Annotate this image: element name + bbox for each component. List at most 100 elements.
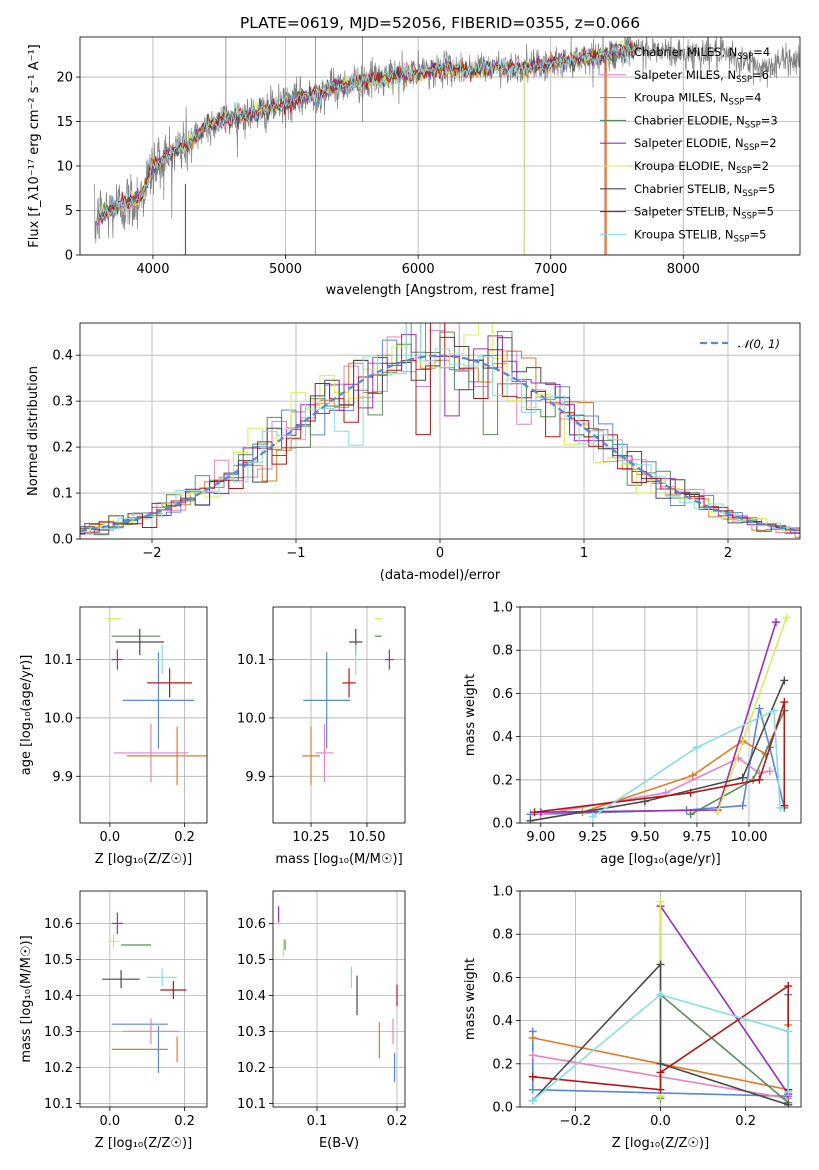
legend-subscript: SSP xyxy=(737,52,753,62)
y-tick-label: 1.0 xyxy=(492,601,513,616)
residual-histogram-panel: −2 −1 0 1 2 0.0 0.1 0.2 0.3 0.4 (data-model)/error… xyxy=(26,322,801,583)
legend-n: 4 xyxy=(754,91,761,105)
y-tick-label: 9.9 xyxy=(52,770,73,785)
y-tick-label: 1.0 xyxy=(492,885,513,900)
series-marker xyxy=(738,773,747,782)
legend-subscript: SSP xyxy=(736,166,752,176)
legend-label: Salpeter STELIB, NSSP=5 xyxy=(634,205,774,222)
residual-histogram xyxy=(80,323,800,533)
series-marker xyxy=(755,704,764,713)
x-axis-label: mass [log₁₀(M/M☉)] xyxy=(275,852,402,867)
legend-subscript: SSP xyxy=(736,75,752,85)
x-tick-label: 0.0 xyxy=(650,1114,671,1129)
y-tick-label: 10.0 xyxy=(237,711,266,726)
x-tick-label: 8000 xyxy=(667,262,700,277)
series-marker xyxy=(656,960,665,969)
residual-histogram xyxy=(80,323,800,534)
y-tick-label: 10.4 xyxy=(44,989,73,1004)
legend-n: 6 xyxy=(762,68,769,82)
x-tick-label: 9.75 xyxy=(682,830,711,845)
legend-n: 5 xyxy=(767,205,774,219)
legend-label: Salpeter MILES, NSSP=6 xyxy=(634,68,769,85)
legend-text: Chabrier MILES, N xyxy=(634,45,737,59)
legend-eq: = xyxy=(744,91,754,105)
legend-n: 4 xyxy=(763,45,770,59)
mass-vs-metallicity-panel: 0.0 0.2 10.1 10.2 10.3 10.4 10.5 10.6 Z [log₁₀(Z… xyxy=(19,890,208,1151)
y-tick-label: 9.9 xyxy=(245,770,266,785)
y-tick-label: 15 xyxy=(56,115,73,130)
age-vs-metallicity-panel: 0.0 0.2 9.9 10.0 10.1 Z [log₁₀(Z/Z☉)] age [log… xyxy=(19,606,208,867)
legend-eq: = xyxy=(752,159,762,173)
x-axis-label: (data-model)/error xyxy=(380,568,501,583)
series-marker xyxy=(755,775,764,784)
legend-eq: = xyxy=(749,227,759,241)
series-marker xyxy=(780,698,789,707)
x-tick-label: 0.2 xyxy=(387,1114,408,1129)
y-tick-label: 10.3 xyxy=(44,1025,73,1040)
legend-subscript: SSP xyxy=(742,189,758,199)
x-tick-label: 9.00 xyxy=(526,830,555,845)
legend-text: Chabrier STELIB, N xyxy=(634,182,742,196)
legend-n: 5 xyxy=(768,182,775,196)
x-tick-label: 0.0 xyxy=(100,1114,121,1129)
model-spectrum xyxy=(96,43,637,224)
x-tick-label: 1 xyxy=(580,546,588,561)
x-tick-label: 0.0 xyxy=(100,830,121,845)
series-marker xyxy=(782,613,791,622)
legend-label: Chabrier ELODIE, NSSP=3 xyxy=(634,113,778,130)
y-tick-label: 0.1 xyxy=(52,487,73,502)
legend-subscript: SSP xyxy=(744,143,760,153)
mass-vs-extinction-panel: 0.1 0.2 10.1 10.2 10.3 10.4 10.5 10.6 E(B-V) xyxy=(237,890,408,1151)
legend-eq: = xyxy=(757,205,767,219)
series-marker xyxy=(769,706,778,715)
y-tick-label: 0.8 xyxy=(492,644,513,659)
legend-eq: = xyxy=(753,45,763,59)
y-tick-label: 10.3 xyxy=(237,1025,266,1040)
series-marker xyxy=(772,618,781,627)
y-tick-label: 0.0 xyxy=(52,533,73,548)
y-tick-label: 10.2 xyxy=(237,1061,266,1076)
y-tick-label: 10.6 xyxy=(44,917,73,932)
y-tick-label: 0 xyxy=(65,249,73,264)
y-tick-label: 0.0 xyxy=(492,817,513,832)
x-tick-label: 10.25 xyxy=(292,830,329,845)
series-marker xyxy=(528,1096,537,1105)
y-tick-label: 0.2 xyxy=(492,773,513,788)
legend-eq: = xyxy=(758,182,768,196)
normal-reference-curve xyxy=(80,354,798,532)
legend-text: Kroupa MILES, N xyxy=(634,91,729,105)
y-tick-label: 10.6 xyxy=(237,917,266,932)
series-marker xyxy=(686,788,695,797)
series-marker xyxy=(656,1059,665,1068)
y-axis-label: mass [log₁₀(M/M☉)] xyxy=(19,935,34,1062)
legend-label: Kroupa MILES, NSSP=4 xyxy=(634,91,761,108)
x-axis-label: Z [log₁₀(Z/Z☉)] xyxy=(95,1136,192,1151)
model-spectrum xyxy=(96,41,638,226)
x-tick-label: 6000 xyxy=(402,262,435,277)
legend-n: 2 xyxy=(769,136,776,150)
x-tick-label: 0 xyxy=(436,546,444,561)
plot-frame xyxy=(519,890,802,1108)
y-tick-label: 10.1 xyxy=(44,1097,73,1112)
x-tick-label: 9.25 xyxy=(578,830,607,845)
error-bars xyxy=(102,912,187,1073)
x-axis-label: age [log₁₀(age/yr)] xyxy=(600,852,721,867)
y-tick-label: 10.2 xyxy=(44,1061,73,1076)
y-tick-label: 10.1 xyxy=(44,653,73,668)
plot-frame xyxy=(79,322,801,540)
series-line xyxy=(532,993,789,1102)
legend-n: 3 xyxy=(770,113,777,127)
error-bars xyxy=(106,618,207,786)
series-marker xyxy=(656,1085,665,1094)
series-marker xyxy=(780,801,789,810)
legend-text: Kroupa ELODIE, N xyxy=(634,159,736,173)
series-marker xyxy=(784,982,793,991)
x-tick-label: 2 xyxy=(724,546,732,561)
y-tick-label: 10.5 xyxy=(44,953,73,968)
legend-text: Kroupa STELIB, N xyxy=(634,227,734,241)
series-marker xyxy=(780,676,789,685)
series-marker xyxy=(526,816,535,823)
legend-subscript: SSP xyxy=(745,120,761,130)
plot-frame xyxy=(79,890,208,1108)
